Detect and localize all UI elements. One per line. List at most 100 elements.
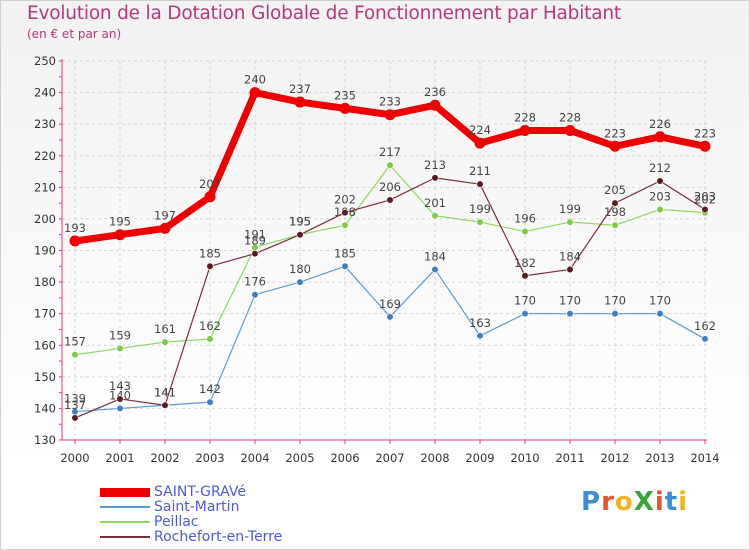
data-label-peillac: 199 <box>559 202 581 216</box>
data-label-saint-grav-: 226 <box>649 117 671 131</box>
data-point-saint-martin <box>431 265 439 274</box>
x-tick-label: 2010 <box>510 451 539 465</box>
data-point-rochefort-en-terre <box>476 180 484 188</box>
data-label-rochefort-en-terre: 137 <box>64 398 86 412</box>
data-point-saint-grav- <box>69 235 81 247</box>
data-label-rochefort-en-terre: 211 <box>469 164 491 178</box>
data-point-rochefort-en-terre <box>566 265 574 274</box>
data-point-saint-martin <box>116 404 124 413</box>
logo-letter: o <box>614 487 634 517</box>
y-tick-label: 230 <box>34 117 56 131</box>
x-tick-label: 2007 <box>375 451 404 465</box>
y-tick-label: 220 <box>34 149 56 163</box>
data-label-saint-martin: 169 <box>379 297 401 311</box>
data-point-peillac <box>206 335 214 343</box>
data-label-peillac: 203 <box>649 189 671 203</box>
y-tick-label: 180 <box>34 275 56 289</box>
chart-subtitle: (en € et par an) <box>27 27 122 41</box>
data-point-peillac <box>566 218 574 226</box>
data-point-saint-martin <box>701 335 709 343</box>
x-tick-label: 2008 <box>420 451 449 465</box>
data-point-peillac <box>656 205 664 214</box>
logo-letter: P <box>581 487 602 517</box>
data-label-saint-grav-: 228 <box>559 110 581 124</box>
data-point-rochefort-en-terre <box>656 177 664 185</box>
data-label-peillac: 202 <box>694 193 716 207</box>
data-label-peillac: 162 <box>199 319 221 333</box>
data-point-saint-martin <box>386 313 394 321</box>
y-tick-label: 170 <box>34 307 56 321</box>
data-point-peillac <box>611 221 619 229</box>
data-label-saint-grav-: 228 <box>514 110 536 124</box>
data-point-peillac <box>71 351 79 359</box>
logo-letter: i <box>678 487 689 517</box>
data-point-rochefort-en-terre <box>386 196 394 204</box>
logo-letter: r <box>601 487 615 517</box>
legend-label: Peillac <box>154 514 199 530</box>
y-tick-label: 150 <box>34 370 56 384</box>
y-tick-label: 240 <box>34 86 56 100</box>
data-point-saint-grav- <box>429 99 441 111</box>
data-label-rochefort-en-terre: 213 <box>424 158 446 172</box>
proxiti-logo: ProXiti <box>581 487 688 517</box>
data-label-saint-martin: 170 <box>649 294 671 308</box>
data-point-rochefort-en-terre <box>611 199 619 207</box>
data-label-saint-grav-: 233 <box>379 95 401 109</box>
data-point-peillac <box>386 161 394 169</box>
data-point-saint-martin <box>206 398 214 406</box>
data-point-saint-martin <box>521 310 529 318</box>
data-point-saint-martin <box>476 332 484 340</box>
data-label-saint-grav-: 193 <box>64 221 86 235</box>
data-point-saint-martin <box>341 262 349 270</box>
data-label-peillac: 196 <box>514 212 536 226</box>
data-label-peillac: 198 <box>604 205 626 219</box>
data-point-rochefort-en-terre <box>341 209 349 217</box>
data-label-rochefort-en-terre: 206 <box>379 180 401 194</box>
data-point-rochefort-en-terre <box>206 262 214 270</box>
data-label-saint-grav-: 197 <box>154 208 176 222</box>
data-label-saint-martin: 185 <box>334 246 356 260</box>
x-tick-label: 2014 <box>690 451 719 465</box>
data-point-peillac <box>521 227 529 236</box>
data-label-saint-grav-: 236 <box>424 85 446 99</box>
data-point-rochefort-en-terre <box>251 250 259 258</box>
x-tick-label: 2013 <box>645 451 674 465</box>
y-tick-label: 200 <box>34 212 56 226</box>
data-label-saint-grav-: 237 <box>289 82 311 96</box>
data-point-saint-grav- <box>249 87 261 99</box>
data-point-saint-grav- <box>564 124 576 136</box>
data-label-peillac: 195 <box>289 215 311 229</box>
data-label-saint-grav-: 240 <box>244 73 266 87</box>
x-tick-label: 2004 <box>240 451 269 465</box>
data-point-saint-grav- <box>609 140 621 152</box>
chart-title: Evolution de la Dotation Globale de Fonc… <box>27 3 621 24</box>
data-point-rochefort-en-terre <box>431 174 439 182</box>
data-point-rochefort-en-terre <box>701 205 709 214</box>
data-point-saint-grav- <box>384 109 396 121</box>
data-label-saint-martin: 180 <box>289 262 311 276</box>
data-point-rochefort-en-terre <box>161 401 169 409</box>
data-label-saint-martin: 170 <box>514 294 536 308</box>
data-label-saint-grav-: 235 <box>334 88 356 102</box>
y-tick-label: 190 <box>34 244 56 258</box>
data-label-saint-martin: 170 <box>604 294 626 308</box>
data-label-rochefort-en-terre: 212 <box>649 161 671 175</box>
data-label-saint-grav-: 223 <box>694 126 716 140</box>
legend-label: SAINT-GRAVé <box>154 484 246 500</box>
data-label-saint-martin: 142 <box>199 382 221 396</box>
data-point-rochefort-en-terre <box>296 231 304 239</box>
x-tick-label: 2006 <box>330 451 359 465</box>
data-label-rochefort-en-terre: 195 <box>289 215 311 229</box>
data-label-rochefort-en-terre: 143 <box>109 379 131 393</box>
legend-swatch <box>100 488 150 497</box>
data-point-saint-grav- <box>699 140 711 152</box>
data-label-saint-martin: 139 <box>64 392 86 406</box>
data-label-saint-martin: 184 <box>424 249 446 263</box>
data-label-peillac: 157 <box>64 335 86 349</box>
data-label-saint-grav-: 223 <box>604 126 626 140</box>
data-point-peillac <box>116 344 124 353</box>
data-point-saint-grav- <box>114 229 126 241</box>
y-tick-label: 160 <box>34 338 56 352</box>
data-point-peillac <box>476 218 484 226</box>
